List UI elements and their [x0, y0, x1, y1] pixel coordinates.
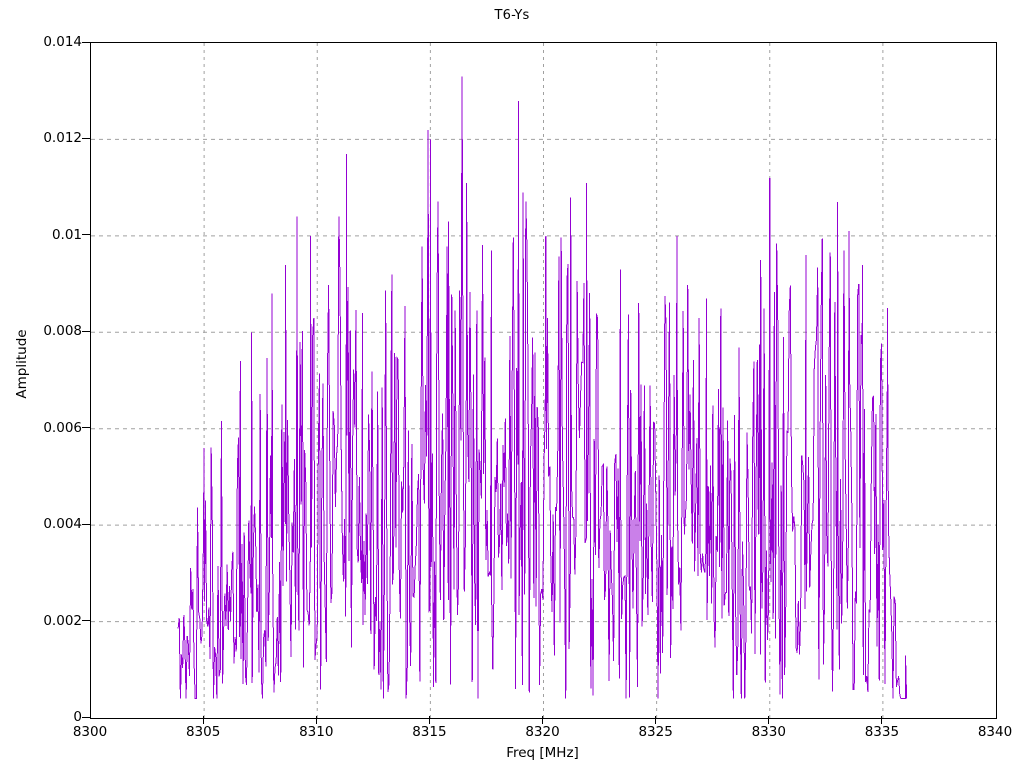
x-tick-mark	[542, 716, 543, 724]
y-axis-title: Amplitude	[14, 329, 30, 399]
y-tick-mark	[82, 523, 90, 525]
y-tick-label: 0.008	[43, 323, 82, 340]
y-tick-label: 0.006	[43, 419, 82, 436]
x-tick-label: 8305	[185, 724, 221, 740]
x-tick-label: 8330	[751, 724, 786, 740]
x-tick-label: 8335	[864, 724, 900, 740]
y-tick-label: 0	[73, 709, 82, 725]
y-tick-mark	[82, 427, 90, 429]
y-tick-mark	[82, 234, 90, 236]
x-tick-mark	[655, 716, 657, 724]
x-tick-mark	[768, 716, 770, 724]
x-tick-label: 8300	[72, 724, 108, 740]
x-tick-mark	[202, 716, 204, 724]
plot-area	[90, 42, 997, 719]
x-axis-title: Freq [MHz]	[506, 745, 579, 761]
x-tick-mark	[881, 716, 883, 724]
chart-title: T6-Ys	[494, 8, 530, 23]
x-tick-label: 8310	[299, 724, 334, 740]
y-tick-label: 0.004	[43, 516, 82, 533]
y-tick-mark	[82, 41, 90, 43]
y-tick-label: 0.002	[43, 612, 82, 629]
y-tick-label: 0.01	[51, 226, 82, 243]
y-axis-tick-labels: 0 0.002 0.004 0.006 0.008 0.01 0.012 0.014	[0, 34, 90, 725]
y-tick-mark	[82, 716, 90, 718]
x-tick-label: 8315	[412, 724, 447, 740]
y-tick-mark	[82, 620, 90, 622]
x-tick-mark	[428, 716, 430, 724]
data-series-trace	[177, 76, 908, 700]
x-tick-label: 8340	[977, 724, 1013, 740]
y-tick-label: 0.014	[43, 34, 82, 50]
x-tick-label: 8325	[638, 724, 673, 740]
y-tick-mark	[82, 330, 90, 332]
y-tick-mark	[82, 137, 90, 139]
x-tick-mark	[315, 716, 317, 724]
x-axis-tick-labels: 8300 8305 8310 8315 8320 8325 8330 8335 8340	[73, 716, 1012, 746]
x-tick-label: 8320	[525, 724, 560, 740]
y-tick-label: 0.012	[43, 130, 82, 147]
